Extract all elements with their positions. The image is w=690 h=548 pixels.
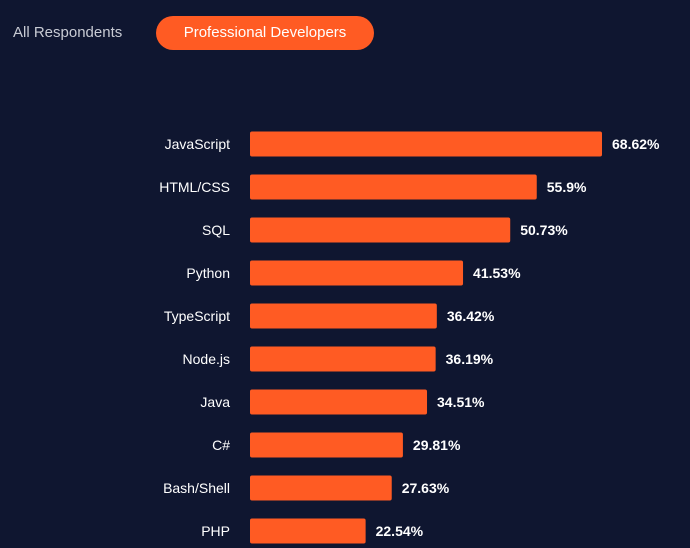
category-label: PHP xyxy=(201,523,230,539)
tab-all-respondents[interactable]: All Respondents xyxy=(13,24,123,41)
tab-professional-developers[interactable]: Professional Developers xyxy=(156,16,374,50)
value-label: 34.51% xyxy=(437,394,485,410)
bar[interactable] xyxy=(250,389,428,415)
category-label: JavaScript xyxy=(165,136,230,152)
value-label: 68.62% xyxy=(612,136,660,152)
value-label: 36.19% xyxy=(446,351,494,367)
value-label: 50.73% xyxy=(520,222,568,238)
value-label: 55.9% xyxy=(547,179,587,195)
bar[interactable] xyxy=(250,432,403,458)
category-label: SQL xyxy=(202,222,230,238)
bar[interactable] xyxy=(250,260,464,286)
category-label: C# xyxy=(212,437,230,453)
bar[interactable] xyxy=(250,217,511,243)
value-label: 27.63% xyxy=(402,480,450,496)
category-label: Bash/Shell xyxy=(163,480,230,496)
value-label: 36.42% xyxy=(447,308,495,324)
bar[interactable] xyxy=(250,346,436,372)
category-label: HTML/CSS xyxy=(159,179,230,195)
category-label: Python xyxy=(186,265,230,281)
value-label: 29.81% xyxy=(413,437,461,453)
bar[interactable] xyxy=(250,303,437,329)
respondent-tabs: All Respondents Professional Developers xyxy=(0,16,690,50)
bar[interactable] xyxy=(250,475,392,501)
category-label: Node.js xyxy=(183,351,230,367)
value-label: 41.53% xyxy=(473,265,521,281)
bar[interactable] xyxy=(250,174,537,200)
bar[interactable] xyxy=(250,131,602,157)
value-label: 22.54% xyxy=(376,523,424,539)
bar[interactable] xyxy=(250,518,366,544)
category-label: Java xyxy=(200,394,230,410)
category-label: TypeScript xyxy=(164,308,230,324)
